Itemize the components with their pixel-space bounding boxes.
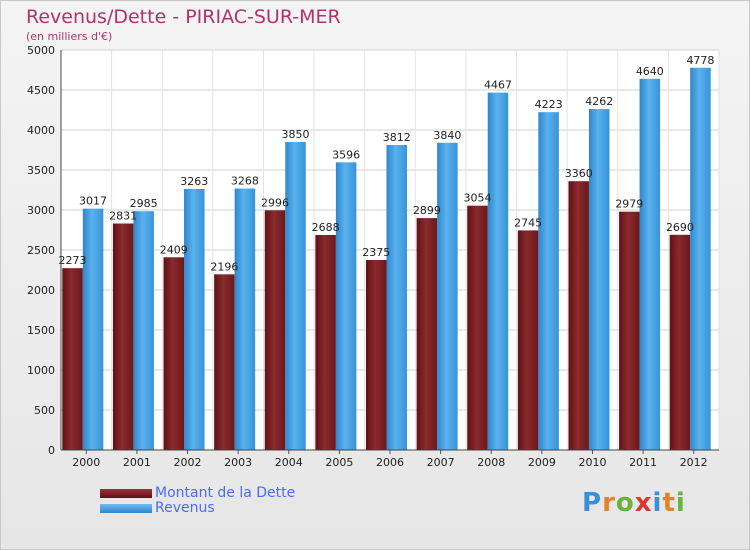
bar-revenue — [487, 92, 509, 450]
x-tick-label: 2006 — [376, 456, 404, 469]
data-label-revenue: 4467 — [484, 79, 512, 92]
bar-revenue — [285, 142, 306, 450]
x-tick-label: 2010 — [578, 456, 606, 469]
data-label-revenue: 3596 — [332, 148, 360, 161]
data-label-revenue: 4640 — [636, 65, 664, 78]
x-tick-label: 2003 — [224, 456, 252, 469]
legend-label-revenue: Revenus — [155, 500, 215, 516]
bar-debt — [568, 181, 589, 450]
legend-label-debt: Montant de la Dette — [155, 485, 296, 501]
x-tick-label: 2002 — [174, 456, 202, 469]
data-label-revenue: 4223 — [535, 98, 563, 111]
y-tick-label: 0 — [48, 444, 55, 457]
bar-debt — [163, 257, 185, 450]
data-label-debt: 2409 — [160, 243, 188, 256]
y-tick-label: 3000 — [27, 204, 55, 217]
data-label-revenue: 3840 — [433, 129, 461, 142]
bar-revenue — [386, 145, 407, 451]
bar-revenue — [335, 162, 357, 450]
data-label-revenue: 3850 — [282, 128, 310, 141]
y-tick-label: 3500 — [27, 164, 55, 177]
bar-debt — [669, 234, 691, 450]
x-tick-label: 2012 — [680, 456, 708, 469]
proxiti-logo: Proxiti — [582, 488, 686, 518]
x-tick-label: 2000 — [72, 456, 100, 469]
logo-letter: i — [652, 488, 663, 518]
data-label-debt: 2745 — [514, 216, 542, 229]
legend-swatch-revenue — [100, 504, 152, 513]
bar-debt — [619, 211, 640, 450]
bar-revenue — [82, 208, 104, 450]
bar-debt — [264, 210, 286, 450]
data-label-debt: 2273 — [59, 254, 87, 267]
x-tick-label: 2007 — [427, 456, 455, 469]
logo-letter: r — [602, 488, 616, 518]
bar-revenue — [234, 188, 256, 450]
data-label-debt: 3360 — [565, 167, 593, 180]
bar-debt — [517, 230, 539, 450]
data-label-debt: 2831 — [109, 210, 137, 223]
y-tick-label: 1000 — [27, 364, 55, 377]
legend-swatch-debt — [100, 489, 152, 498]
y-tick-label: 2000 — [27, 284, 55, 297]
data-label-revenue: 3268 — [231, 175, 259, 188]
data-label-revenue: 3017 — [79, 195, 107, 208]
y-tick-label: 2500 — [27, 244, 55, 257]
bar-revenue — [437, 142, 458, 451]
data-label-debt: 2688 — [312, 221, 340, 234]
x-tick-label: 2009 — [528, 456, 556, 469]
y-tick-label: 5000 — [27, 44, 55, 57]
y-tick-label: 500 — [34, 404, 55, 417]
bar-revenue — [588, 109, 610, 450]
bar-debt — [315, 234, 336, 450]
logo-letter: t — [662, 488, 676, 518]
data-label-debt: 3054 — [463, 192, 491, 205]
logo-letter: i — [675, 488, 686, 518]
x-tick-label: 2001 — [123, 456, 151, 469]
x-tick-label: 2011 — [629, 456, 657, 469]
bar-debt — [416, 218, 438, 450]
x-tick-label: 2004 — [275, 456, 303, 469]
bar-debt — [214, 274, 235, 450]
chart-title: Revenus/Dette - PIRIAC-SUR-MER — [26, 6, 341, 28]
bar-revenue — [538, 112, 559, 450]
x-tick-label: 2008 — [477, 456, 505, 469]
bar-revenue — [690, 67, 711, 450]
bar-debt — [112, 223, 134, 450]
data-label-debt: 2979 — [615, 198, 643, 211]
data-label-debt: 2690 — [666, 221, 694, 234]
y-tick-label: 4500 — [27, 84, 55, 97]
bar-debt — [366, 260, 387, 450]
data-label-debt: 2996 — [261, 196, 289, 209]
y-tick-label: 1500 — [27, 324, 55, 337]
chart-subtitle: (en milliers d'€) — [26, 30, 113, 43]
data-label-revenue: 4262 — [585, 95, 613, 108]
x-tick-label: 2005 — [325, 456, 353, 469]
data-label-revenue: 3812 — [383, 131, 411, 144]
bar-debt — [62, 268, 83, 450]
bar-revenue — [184, 188, 205, 450]
data-label-debt: 2899 — [413, 204, 441, 217]
bar-debt — [467, 205, 488, 450]
data-label-revenue: 4778 — [686, 54, 714, 67]
data-label-debt: 2375 — [362, 246, 390, 259]
bar-revenue — [639, 78, 661, 451]
data-label-debt: 2196 — [210, 260, 238, 273]
y-tick-label: 4000 — [27, 124, 55, 137]
logo-letter: o — [615, 488, 635, 518]
data-label-revenue: 2985 — [130, 197, 158, 210]
logo-letter: P — [582, 488, 603, 518]
bar-revenue — [133, 211, 154, 450]
logo-letter: x — [634, 488, 653, 518]
data-label-revenue: 3263 — [180, 175, 208, 188]
